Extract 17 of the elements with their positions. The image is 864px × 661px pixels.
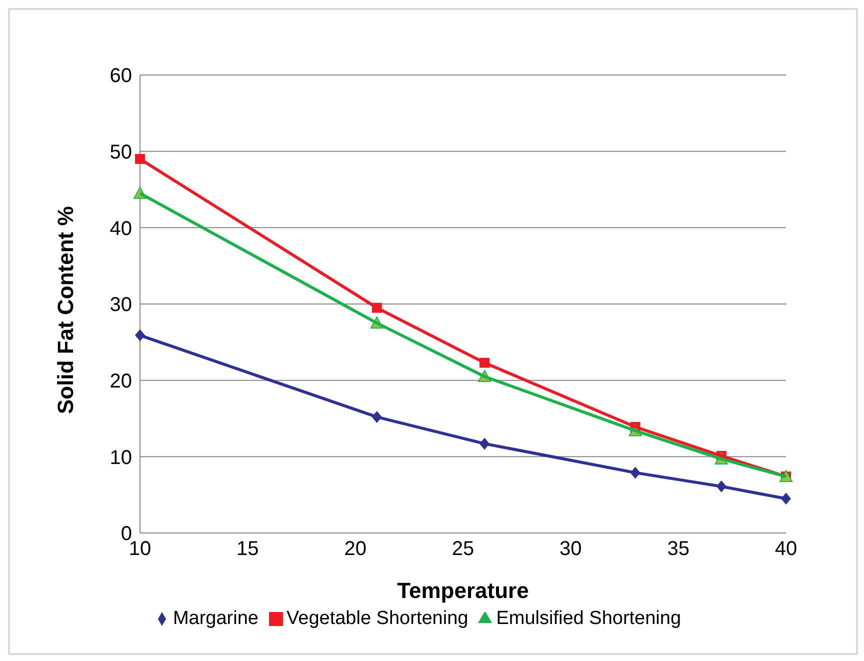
y-tick-label: 50 [110, 141, 132, 164]
y-axis-title: Solid Fat Content % [52, 206, 78, 414]
x-axis-title: Temperature [397, 578, 529, 603]
y-tick-label: 40 [110, 218, 132, 240]
x-tick-label: 40 [774, 538, 798, 560]
x-tick-label: 15 [236, 538, 259, 560]
x-tick-label: 25 [452, 538, 474, 560]
legend-label: Emulsified Shortening [496, 608, 682, 629]
legend-label: Margarine [172, 608, 258, 629]
x-tick-label: 20 [344, 538, 366, 560]
y-tick-label: 20 [110, 370, 132, 392]
y-tick-label: 10 [110, 446, 132, 469]
legend-label: Vegetable Shortening [286, 608, 468, 629]
y-tick-label: 30 [110, 294, 132, 316]
x-tick-label: 30 [560, 538, 582, 560]
y-tick-label: 60 [110, 65, 132, 88]
x-tick-label: 35 [667, 538, 690, 560]
